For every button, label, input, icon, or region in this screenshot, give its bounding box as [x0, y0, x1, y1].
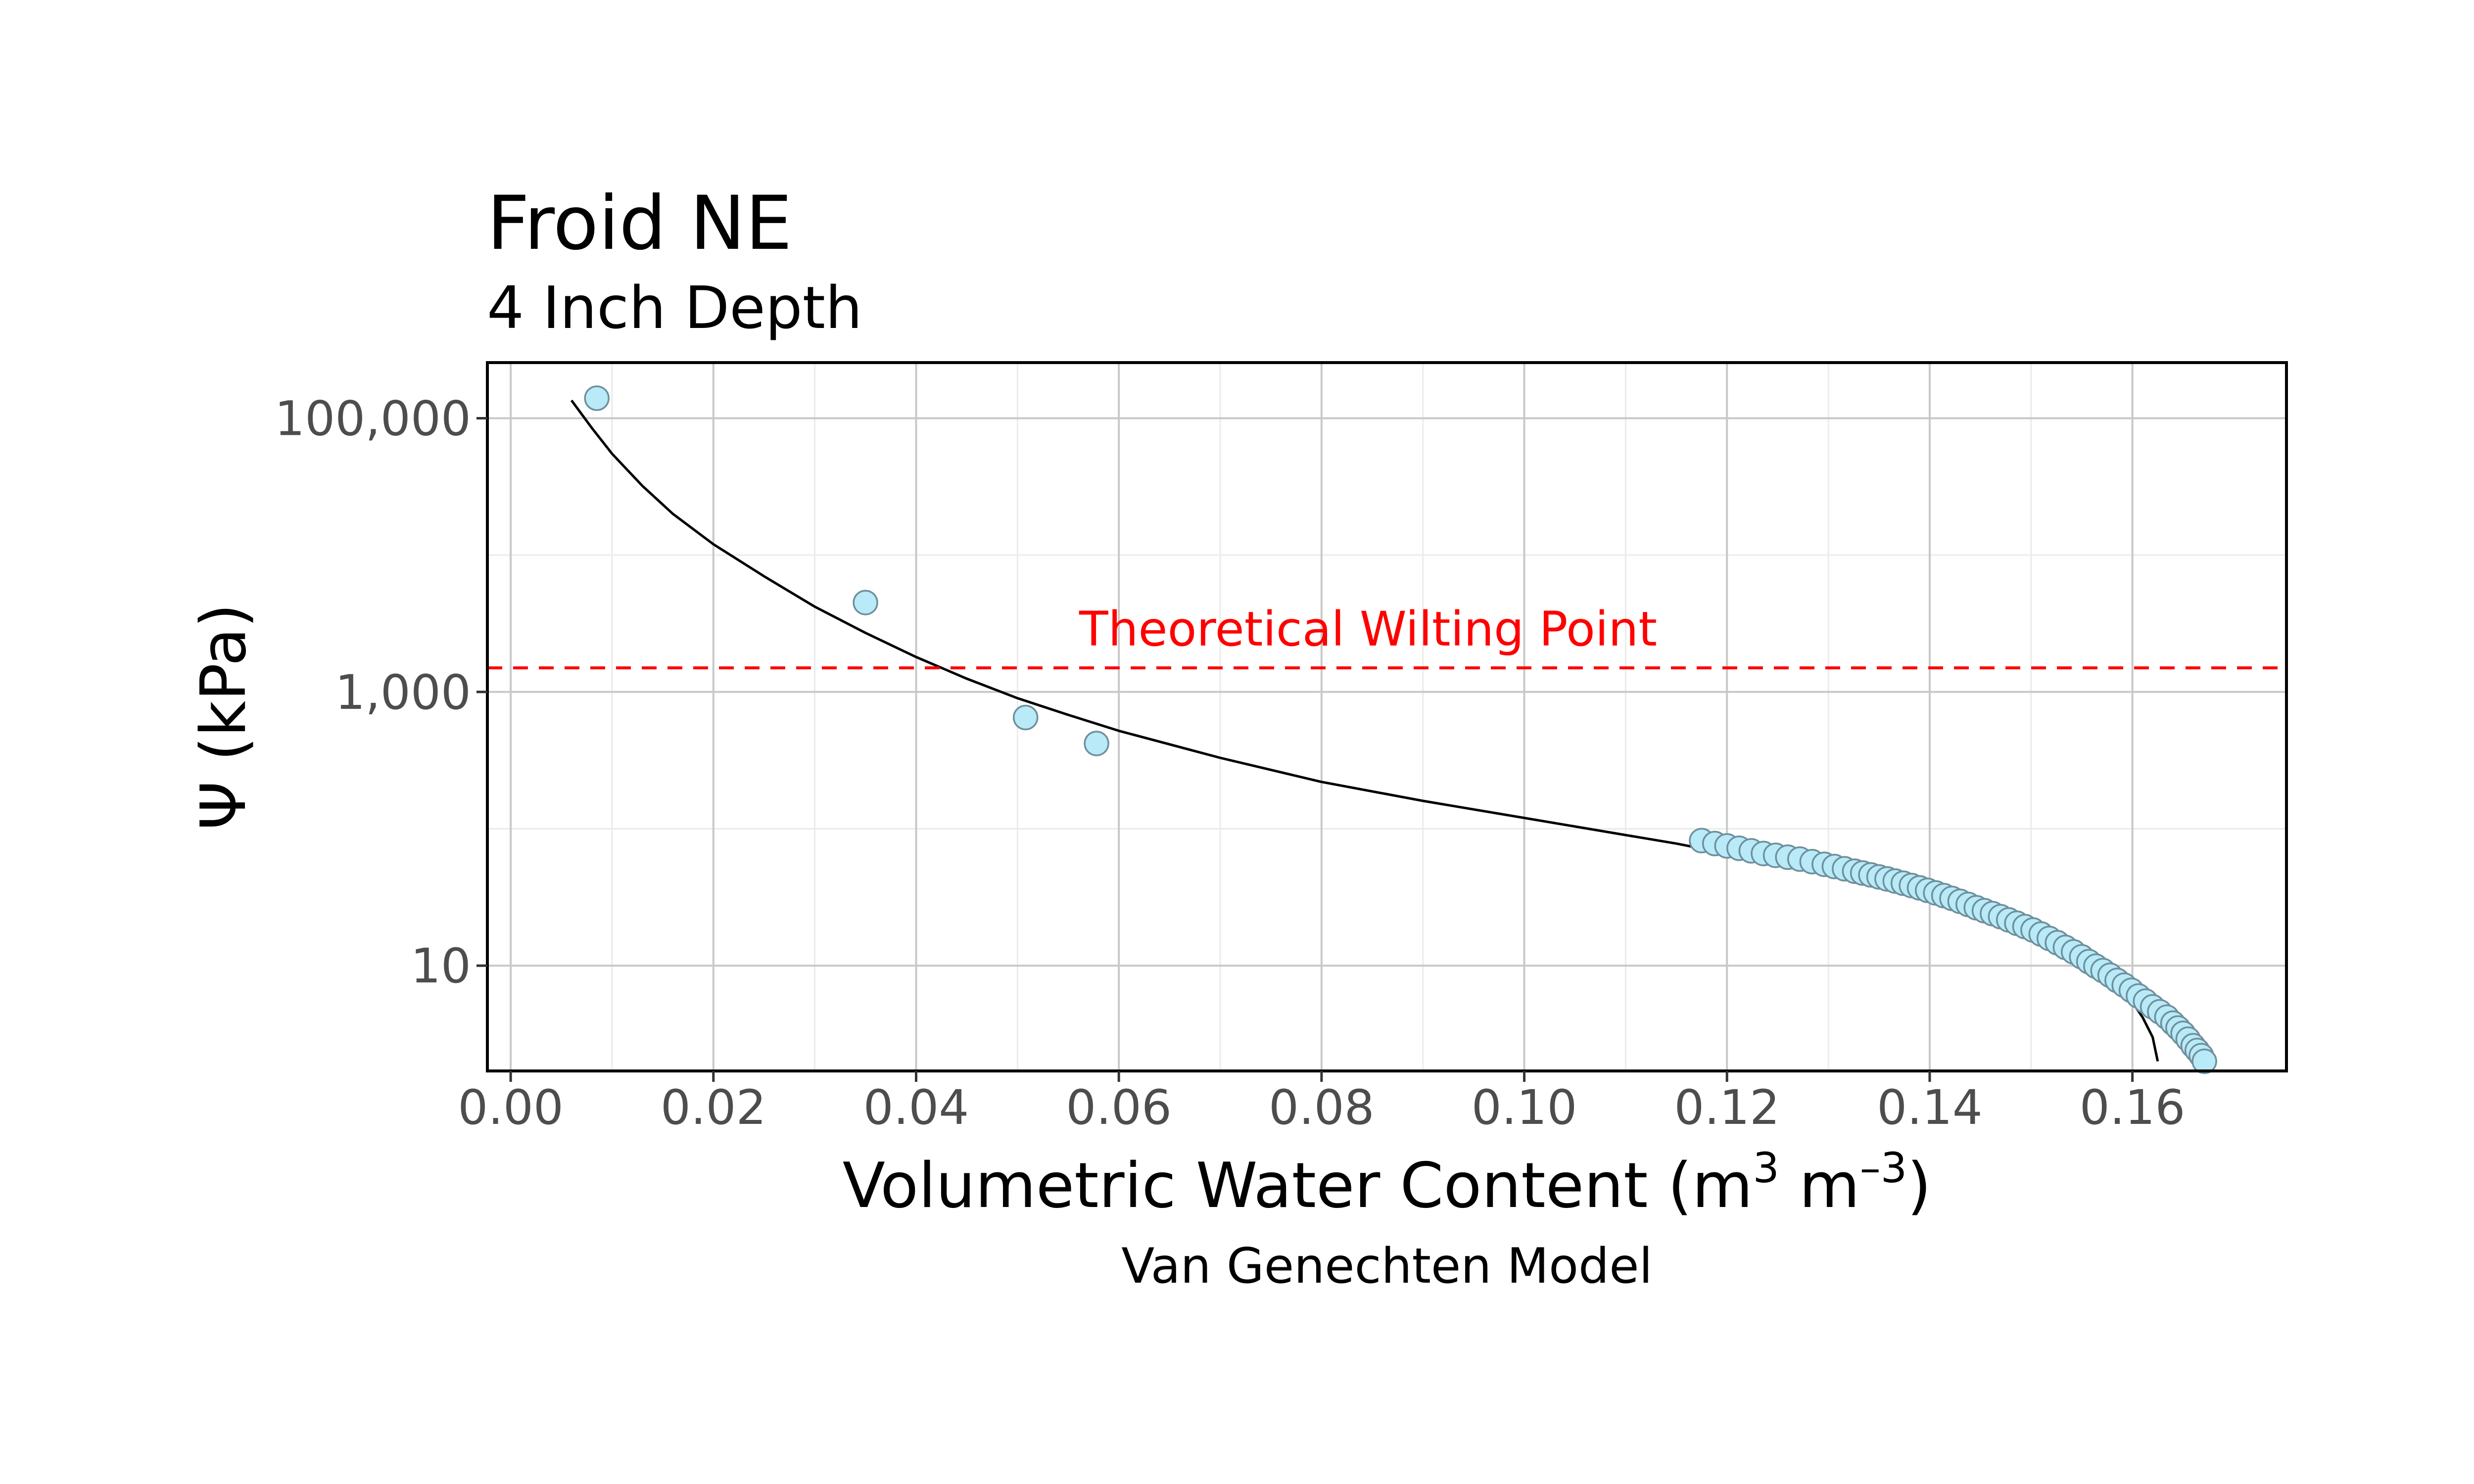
y-axis: 10 1,000 100,000 [275, 391, 487, 994]
x-tick-label: 0.14 [1877, 1080, 1983, 1135]
x-tick-label: 0.02 [661, 1080, 766, 1135]
x-axis: 0.00 0.02 0.04 0.06 0.08 0.10 0.12 0.14 0.16 [458, 1071, 2186, 1135]
data-point [1012, 704, 1039, 731]
data-point [1084, 731, 1109, 756]
x-tick-label: 0.12 [1674, 1080, 1780, 1135]
x-tick-label: 0.06 [1066, 1080, 1172, 1135]
y-tick-label: 10 [411, 938, 471, 994]
plot-border [486, 361, 2288, 1072]
reference-line-layer: Theoretical Wilting Point [487, 602, 2286, 670]
x-tick-label: 0.08 [1269, 1080, 1375, 1135]
chart-caption: Van Genechten Model [1121, 1238, 1653, 1295]
wilting-point-label: Theoretical Wilting Point [1079, 602, 1657, 657]
data-points-layer [584, 385, 2217, 1074]
chart-subtitle: 4 Inch Depth [487, 274, 862, 342]
plot-panel [487, 363, 2286, 1071]
y-axis-title: Ψ (kPa) [187, 603, 260, 830]
x-axis-title: Volumetric Water Content (m3 m–3) [843, 1144, 1932, 1222]
data-point [2191, 1048, 2217, 1074]
x-tick-label: 0.16 [2080, 1080, 2186, 1135]
x-tick-label: 0.10 [1472, 1080, 1577, 1135]
grid-lines [487, 363, 2286, 1071]
data-point [584, 385, 610, 411]
y-tick-label: 1,000 [335, 665, 471, 720]
x-tick-label: 0.00 [458, 1080, 564, 1135]
chart-title: Froid NE [487, 181, 792, 267]
data-point [853, 590, 878, 615]
y-tick-label: 100,000 [275, 391, 471, 446]
x-tick-label: 0.04 [863, 1080, 969, 1135]
